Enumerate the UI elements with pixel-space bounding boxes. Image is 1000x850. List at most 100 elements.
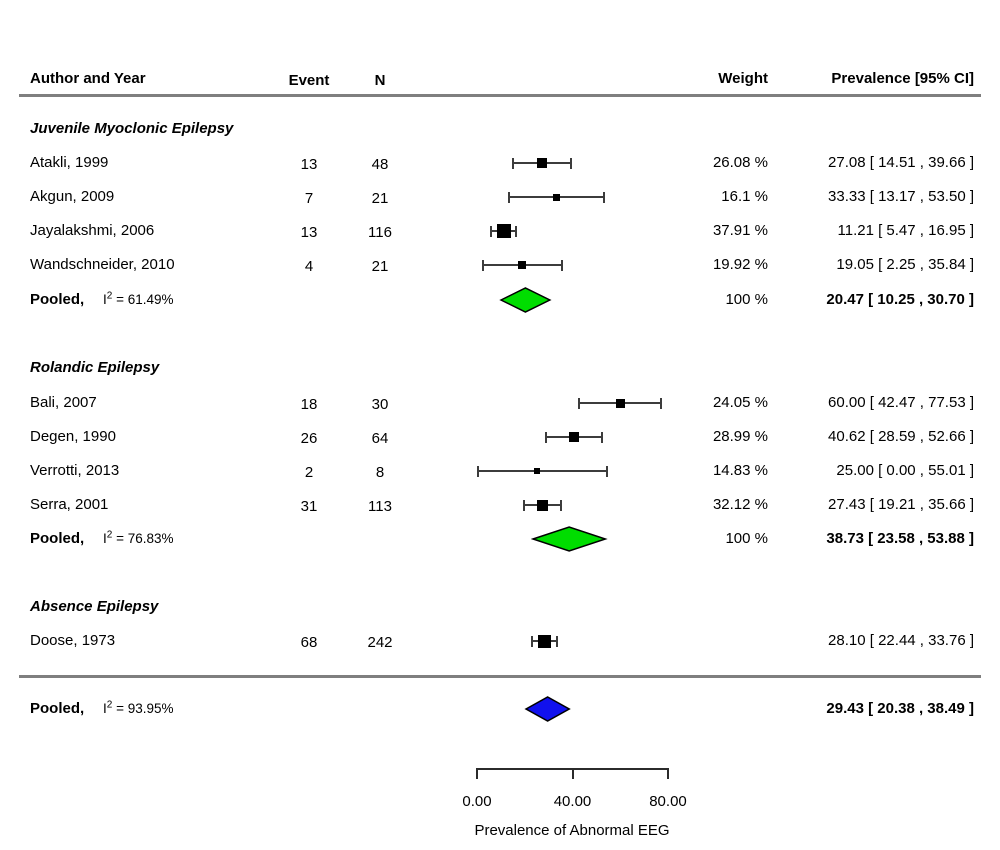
study-author: Degen, 1990 [30, 428, 116, 445]
section-title: Rolandic Epilepsy [30, 359, 160, 376]
header-separator-line [19, 94, 981, 97]
n-value: 64 [371, 430, 389, 447]
i-squared-stat: I2 = 93.95% [103, 699, 174, 716]
study-author: Jayalakshmi, 2006 [30, 222, 155, 239]
ci-cap-right [560, 500, 563, 511]
ci-value: 27.08 [ 14.51 , 39.66 ] [828, 154, 974, 171]
weight-value: 32.12 % [712, 496, 768, 513]
ci-value: 60.00 [ 42.47 , 77.53 ] [828, 394, 974, 411]
weight-value: 28.99 % [712, 428, 768, 445]
pooled-diamond [499, 286, 552, 314]
weight-value: 19.92 % [712, 256, 768, 273]
point-estimate-square [536, 499, 548, 511]
event-value: 31 [300, 498, 318, 515]
i-squared-stat: I2 = 76.83% [103, 529, 174, 546]
ci-value: 11.21 [ 5.47 , 16.95 ] [837, 222, 975, 239]
event-value: 7 [304, 190, 314, 207]
weight-value: 100 % [725, 530, 768, 547]
n-value: 30 [371, 396, 389, 413]
pooled-diamond [524, 695, 571, 723]
n-value: 21 [371, 190, 389, 207]
ci-value: 40.62 [ 28.59 , 52.66 ] [828, 428, 974, 445]
overall-separator-line [19, 675, 981, 678]
point-estimate-square [615, 398, 625, 408]
ci-cap-right [602, 192, 605, 203]
study-author: Doose, 1973 [30, 632, 116, 649]
x-axis-tick [476, 768, 478, 779]
column-header-author: Author and Year [30, 70, 146, 87]
event-value: 26 [300, 430, 318, 447]
ci-cap-right [555, 636, 558, 647]
study-author: Serra, 2001 [30, 496, 109, 513]
ci-cap-right [606, 466, 609, 477]
weight-value: 24.05 % [712, 394, 768, 411]
n-value: 48 [371, 156, 389, 173]
ci-cap-left [545, 432, 548, 443]
x-axis-tick-label: 0.00 [462, 793, 492, 810]
event-value: 68 [300, 634, 318, 651]
weight-value: 16.1 % [721, 188, 768, 205]
n-value: 113 [368, 498, 392, 515]
event-value: 13 [300, 156, 318, 173]
ci-value: 20.47 [ 10.25 , 30.70 ] [826, 291, 974, 308]
x-axis-title: Prevalence of Abnormal EEG [474, 822, 670, 839]
point-estimate-square [537, 634, 551, 648]
ci-cap-left [490, 226, 493, 237]
ci-value: 19.05 [ 2.25 , 35.84 ] [836, 256, 974, 273]
ci-cap-left [578, 398, 581, 409]
ci-value: 33.33 [ 13.17 , 53.50 ] [828, 188, 974, 205]
ci-whisker [477, 470, 609, 472]
n-value: 8 [375, 464, 385, 481]
weight-value: 37.91 % [712, 222, 768, 239]
ci-value: 29.43 [ 20.38 , 38.49 ] [826, 700, 974, 717]
study-author: Akgun, 2009 [30, 188, 115, 205]
ci-cap-left [530, 636, 533, 647]
i-squared-stat: I2 = 61.49% [103, 290, 174, 307]
ci-cap-left [477, 466, 479, 477]
column-header-n: N [374, 72, 386, 89]
pooled-diamond [530, 525, 609, 553]
point-estimate-square [518, 261, 527, 269]
n-value: 242 [367, 634, 393, 651]
point-estimate-square [553, 193, 561, 201]
ci-value: 27.43 [ 19.21 , 35.66 ] [828, 496, 974, 513]
n-value: 21 [371, 258, 389, 275]
study-author: Verrotti, 2013 [30, 462, 120, 479]
weight-value: 14.83 % [712, 462, 768, 479]
event-value: 13 [300, 224, 318, 241]
event-value: 2 [304, 464, 314, 481]
pooled-label: Pooled, [30, 291, 85, 308]
ci-cap-right [515, 226, 518, 237]
section-title: Absence Epilepsy [30, 598, 159, 615]
section-title: Juvenile Myoclonic Epilepsy [30, 120, 234, 137]
weight-value: 100 % [725, 291, 768, 308]
pooled-label: Pooled, [30, 530, 85, 547]
study-author: Wandschneider, 2010 [30, 256, 175, 273]
ci-cap-left [508, 192, 511, 203]
point-estimate-square [496, 224, 511, 238]
ci-value: 38.73 [ 23.58 , 53.88 ] [826, 530, 974, 547]
ci-cap-left [522, 500, 525, 511]
study-author: Atakli, 1999 [30, 154, 109, 171]
ci-cap-right [569, 158, 572, 169]
column-header-prevalence: Prevalence [95% CI] [831, 70, 974, 87]
x-axis-tick [667, 768, 669, 779]
n-value: 116 [368, 224, 392, 241]
ci-value: 25.00 [ 0.00 , 55.01 ] [836, 462, 974, 479]
ci-cap-left [482, 260, 485, 271]
pooled-label: Pooled, [30, 700, 85, 717]
ci-value: 28.10 [ 22.44 , 33.76 ] [828, 632, 974, 649]
point-estimate-square [533, 468, 540, 474]
event-value: 18 [300, 396, 318, 413]
x-axis-tick [571, 768, 574, 779]
ci-cap-right [600, 432, 603, 443]
event-value: 4 [304, 258, 314, 275]
x-axis-tick-label: 40.00 [553, 793, 592, 810]
weight-value: 26.08 % [712, 154, 768, 171]
point-estimate-square [536, 158, 547, 168]
point-estimate-square [568, 432, 579, 442]
study-author: Bali, 2007 [30, 394, 97, 411]
ci-cap-right [560, 260, 563, 271]
ci-cap-right [660, 398, 663, 409]
